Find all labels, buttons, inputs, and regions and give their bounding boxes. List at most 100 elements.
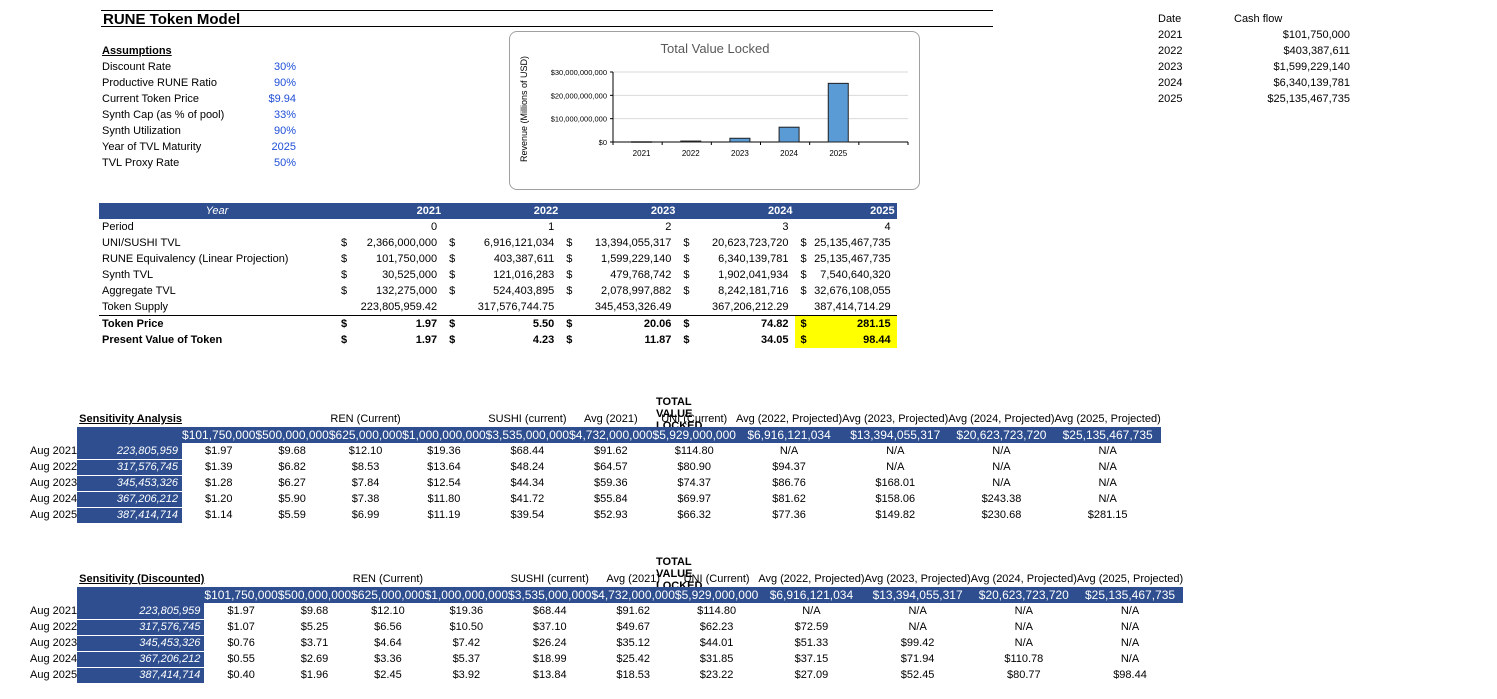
sensitivity-value: $6.56 [374, 621, 402, 633]
cashflow-row: 2021 $101,750,000 [1158, 27, 1350, 43]
assumptions-heading: Assumptions [102, 45, 172, 57]
sensitivity-supply: 387,414,714 [77, 507, 183, 524]
sensitivity-tvl-value: $1,000,000,000 [402, 427, 486, 443]
model-cell: 223,805,959.42 [360, 301, 438, 313]
model-dollar-sign [795, 299, 807, 316]
assumption-value: 33% [273, 109, 296, 121]
sensitivity-value: $39.54 [510, 509, 545, 521]
model-cell: 1 [548, 221, 555, 233]
sensitivity-value: N/A [886, 445, 905, 457]
sensitivity-tvl-row: $101,750,000 $500,000,000 $625,000,000 $1,0… [0, 587, 1184, 603]
sensitivity-tvl-value: $1,000,000,000 [424, 587, 509, 603]
model-row-label: Synth TVL [102, 269, 154, 281]
sensitivity-value: N/A [992, 461, 1011, 473]
model-dollar-sign: $ [443, 315, 456, 332]
sensitivity-value: $35.12 [616, 637, 650, 649]
sensitivity-value: $5.59 [278, 509, 306, 521]
sensitivity-col-label [255, 411, 328, 427]
model-dollar-sign: $ [566, 253, 573, 265]
sensitivity-col-label: Avg (2023, Projected) [842, 413, 949, 425]
sensitivity-value: N/A [886, 461, 905, 473]
sensitivity-heading: Sensitivity Analysis [79, 413, 183, 425]
sensitivity-row: Aug 2021 223,805,959 $1.97 $9.68 $12.10 $19.3… [0, 443, 1161, 460]
model-cell: 0 [431, 221, 438, 233]
model-cell: 2,078,997,882 [601, 285, 672, 297]
model-dollar-sign [677, 299, 689, 316]
model-cell: 101,750,000 [375, 253, 438, 265]
model-dollar-sign: $ [449, 253, 456, 265]
model-dollar-sign: $ [566, 237, 573, 249]
sensitivity-value: N/A [1120, 653, 1140, 665]
sensitivity-value: $3.71 [300, 637, 329, 649]
sensitivity-value: $114.80 [674, 445, 714, 457]
sensitivity-value: $110.78 [1004, 653, 1044, 665]
sensitivity-tvl-value: $3,535,000,000 [485, 427, 570, 443]
sensitivity-supply: 345,453,326 [77, 475, 183, 492]
model-dollar-sign: $ [449, 334, 456, 346]
chart-ytick-label: $10,000,000,000 [551, 115, 607, 124]
sensitivity-value: $13.84 [532, 669, 567, 681]
sensitivity-tvl-value: $20,623,723,720 [970, 587, 1077, 603]
model-dollar-sign [560, 299, 572, 316]
sensitivity-value: N/A [1014, 637, 1033, 649]
sensitivity-label-row: Sensitivity Analysis REN (Current) SUSHI (… [0, 411, 1161, 427]
sensitivity-col-label [204, 571, 277, 587]
model-dollar-sign: $ [800, 285, 807, 297]
cashflow-date: 2023 [1158, 61, 1183, 73]
model-dollar-sign: $ [800, 253, 807, 265]
sensitivity-tvl-value: $4,732,000,000 [591, 587, 675, 603]
sensitivity-value: $55.84 [593, 493, 628, 505]
sensitivity-supply: 317,576,745 [77, 459, 183, 476]
assumption-label: TVL Proxy Rate [102, 157, 180, 169]
sensitivity-value: $114.80 [697, 605, 737, 617]
model-dollar-sign: $ [341, 237, 348, 249]
sensitivity-tvl-row: $101,750,000 $500,000,000 $625,000,000 $1,0… [0, 427, 1161, 443]
sensitivity-row: Aug 2023 345,453,326 $1.28 $6.27 $7.84 $12.54… [0, 475, 1161, 492]
model-cell: 479,768,742 [610, 269, 672, 281]
sensitivity-value: N/A [1098, 445, 1117, 457]
sensitivity-row: Aug 2025 387,414,714 $0.40 $1.96 $2.45 $3.92 $… [0, 667, 1183, 684]
sensitivity-value: $6.99 [351, 509, 380, 521]
sensitivity-value: $158.06 [875, 493, 916, 505]
sensitivity-value: $77.36 [772, 509, 806, 521]
sensitivity-col-label: Avg (2025, Projected) [1076, 573, 1184, 585]
sensitivity-col-label: Avg (2023, Projected) [864, 573, 971, 585]
sensitivity-col-label: Avg (2024, Projected) [970, 573, 1077, 585]
sensitivity-value: N/A [779, 445, 799, 457]
model-row: Token Supply 223,805,959.42 317,576,744.75… [99, 299, 897, 316]
sensitivity-tvl-spacer [77, 427, 183, 443]
sensitivity-value: $8.53 [351, 461, 380, 473]
model-dollar-sign: $ [341, 285, 348, 297]
model-cell: 8,242,181,716 [718, 285, 789, 297]
sensitivity-value: $80.77 [1006, 669, 1041, 681]
assumption-value: 50% [273, 157, 296, 169]
chart-ytick-label: $0 [599, 138, 607, 147]
model-dollar-sign [677, 219, 689, 235]
sensitivity-value: $0.76 [227, 637, 255, 649]
model-cell: 4.23 [532, 334, 555, 346]
sensitivity-col-label: Avg (2022, Projected) [735, 413, 843, 425]
sensitivity-value: $3.92 [452, 669, 481, 681]
cashflow-date: 2022 [1158, 45, 1183, 57]
sensitivity-value: $5.37 [452, 653, 481, 665]
sensitivity-value: N/A [1120, 637, 1140, 649]
sensitivity-tvl-value: $101,750,000 [182, 427, 256, 443]
assumption-value: 90% [273, 77, 296, 89]
sensitivity-value: $74.37 [677, 477, 712, 489]
sensitivity-value: $0.40 [227, 669, 255, 681]
model-dollar-sign [335, 299, 347, 316]
sensitivity-year: Aug 2021 [30, 605, 78, 617]
cashflow-value: $1,599,229,140 [1273, 61, 1350, 73]
sensitivity-value: $1.07 [227, 621, 255, 633]
assumptions-section: Assumptions Discount Rate 30% Productive R… [102, 43, 296, 171]
chart-xtick-label: 2024 [780, 149, 798, 158]
chart-ytick-label: $30,000,000,000 [551, 68, 607, 77]
model-year-header: Year [205, 205, 229, 217]
model-dollar-sign [335, 219, 347, 235]
model-cell: 7,540,640,320 [820, 269, 891, 281]
sensitivity-tvl-value: $500,000,000 [277, 587, 352, 603]
sensitivity-supply: 367,206,212 [77, 651, 205, 668]
sensitivity-value: $98.44 [1113, 669, 1147, 681]
cashflow-value: $6,340,139,781 [1273, 77, 1350, 89]
sensitivity-tvl-value: $625,000,000 [328, 427, 403, 443]
